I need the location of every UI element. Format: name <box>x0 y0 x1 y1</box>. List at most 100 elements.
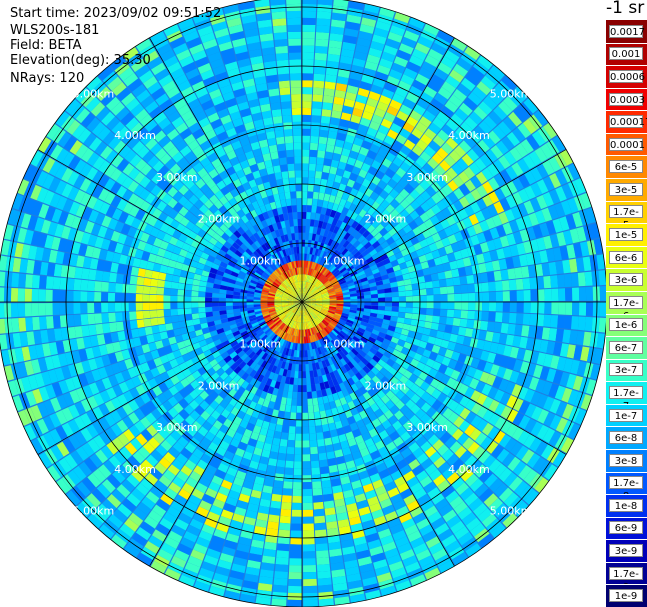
range-gate-cell <box>320 276 327 283</box>
range-gate-cell <box>86 117 101 132</box>
range-gate-cell <box>320 310 328 315</box>
range-gate-cell <box>314 248 319 256</box>
range-gate-cell <box>0 239 11 256</box>
range-gate-cell <box>524 388 535 403</box>
range-gate-cell <box>212 498 225 510</box>
range-gate-cell <box>452 428 464 441</box>
range-gate-cell <box>110 410 122 423</box>
range-gate-cell <box>302 267 304 275</box>
range-gate-cell <box>32 388 44 404</box>
range-gate-cell <box>205 487 218 499</box>
range-gate-cell <box>503 345 513 357</box>
range-gate-cell <box>303 530 315 538</box>
range-gate-cell <box>452 175 465 188</box>
range-gate-cell <box>83 132 97 148</box>
range-gate-cell <box>306 292 313 298</box>
range-gate-cell <box>280 432 289 440</box>
range-gate-cell <box>257 366 264 374</box>
range-gate-cell <box>317 315 324 321</box>
range-gate-cell <box>152 385 163 397</box>
range-gate-cell <box>199 400 210 411</box>
range-gate-cell <box>390 493 403 505</box>
range-gate-cell <box>316 18 331 27</box>
range-gate-cell <box>361 162 371 172</box>
range-gate-cell <box>140 163 152 176</box>
range-gate-cell <box>333 414 341 423</box>
range-gate-cell <box>288 299 296 302</box>
range-gate-cell <box>212 293 220 298</box>
range-gate-cell <box>411 283 420 290</box>
range-gate-cell <box>546 248 556 262</box>
range-gate-cell <box>243 428 253 438</box>
range-gate-cell <box>508 312 517 324</box>
range-gate-cell <box>488 302 497 312</box>
range-gate-cell <box>302 308 304 316</box>
range-gate-cell <box>147 378 158 389</box>
range-gate-cell <box>569 228 580 244</box>
range-gate-cell <box>585 286 594 301</box>
range-gate-cell <box>434 92 448 106</box>
range-gate-cell <box>192 254 201 263</box>
range-gate-cell <box>482 302 490 311</box>
range-gate-cell <box>470 357 480 369</box>
range-gate-cell <box>296 412 302 420</box>
range-gate-cell <box>270 444 280 453</box>
range-gate-cell <box>126 493 141 507</box>
range-gate-cell <box>203 332 212 340</box>
range-gate-cell <box>477 139 490 153</box>
range-gate-cell <box>302 300 309 302</box>
range-gate-cell <box>251 353 259 362</box>
range-gate-cell <box>548 328 558 342</box>
range-gate-cell <box>552 218 563 233</box>
range-gate-cell <box>413 542 428 555</box>
range-gate-cell <box>340 282 348 287</box>
range-gate-cell <box>206 282 214 288</box>
range-gate-cell <box>209 359 218 368</box>
range-gate-cell <box>527 265 537 278</box>
range-gate-cell <box>406 476 419 488</box>
range-gate-cell <box>373 185 383 196</box>
range-gate-cell <box>150 317 159 326</box>
range-gate-cell <box>422 530 438 543</box>
range-gate-cell <box>408 17 425 30</box>
range-gate-cell <box>177 436 189 448</box>
range-gate-cell <box>148 342 157 352</box>
range-gate-cell <box>507 456 521 472</box>
range-gate-cell <box>359 369 367 378</box>
range-gate-cell <box>406 61 421 73</box>
range-gate-cell <box>384 481 397 492</box>
range-gate-cell <box>294 315 298 322</box>
range-gate-cell <box>58 457 73 474</box>
range-gate-cell <box>87 234 98 247</box>
range-gate-cell <box>166 266 175 275</box>
range-gate-cell <box>433 302 441 309</box>
range-gate-cell <box>330 240 337 248</box>
range-gate-cell <box>412 257 421 266</box>
range-gate-cell <box>121 479 135 493</box>
range-gate-cell <box>327 289 335 294</box>
range-gate-cell <box>39 275 47 289</box>
range-gate-cell <box>347 580 363 590</box>
range-gate-cell <box>368 47 383 58</box>
range-gate-cell <box>253 302 261 305</box>
range-gate-cell <box>308 321 312 329</box>
range-gate-cell <box>498 211 509 225</box>
range-gate-cell <box>433 257 443 266</box>
range-gate-cell <box>465 72 480 86</box>
range-gate-cell <box>493 503 508 518</box>
range-gate-cell <box>427 157 439 170</box>
range-gate-cell <box>218 249 227 257</box>
range-gate-cell <box>221 276 230 283</box>
range-gate-cell <box>311 335 315 343</box>
range-gate-cell <box>322 306 330 310</box>
range-gate-cell <box>470 522 486 537</box>
range-gate-cell <box>470 201 481 214</box>
range-gate-cell <box>289 342 294 350</box>
range-gate-cell <box>383 350 392 359</box>
range-gate-cell <box>319 331 325 338</box>
range-gate-cell <box>558 302 566 315</box>
range-gate-cell <box>593 238 603 255</box>
range-gate-cell <box>580 346 590 362</box>
range-gate-cell <box>460 468 474 482</box>
range-gate-cell <box>221 479 233 490</box>
